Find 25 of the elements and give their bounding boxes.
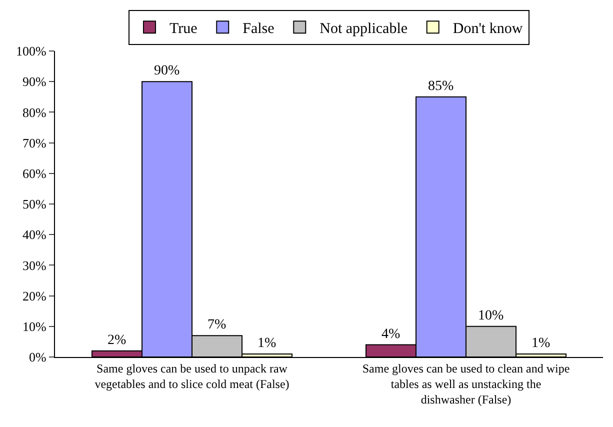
y-tick-label: 90%	[22, 74, 47, 90]
x-tick-label: Same gloves can be used to unpack raw vegetables and to slice cold meat (False)	[94, 361, 290, 391]
data-label: 7%	[208, 318, 227, 333]
y-tick-label: 100%	[16, 44, 47, 59]
legend-label: True	[170, 20, 198, 37]
data-label: 90%	[154, 64, 180, 79]
y-tick-label: 20%	[22, 288, 47, 304]
legend-label: False	[242, 20, 275, 37]
data-label: 2%	[107, 332, 126, 348]
y-tick-label: 70%	[22, 135, 47, 150]
y-tick-label: 30%	[22, 258, 47, 273]
y-tick-label: 0%	[29, 350, 47, 365]
y-tick-label: 60%	[22, 166, 47, 181]
data-label: 10%	[478, 308, 504, 324]
y-tick-label: 50%	[22, 196, 47, 212]
y-tick-label: 10%	[22, 318, 47, 334]
data-label: 1%	[258, 336, 277, 351]
y-tick-label: 80%	[22, 104, 47, 120]
legend-label: Not applicable	[320, 20, 408, 37]
data-label: 1%	[532, 336, 551, 351]
y-tick-label: 40%	[22, 227, 47, 242]
x-tick-label: Same gloves can be used to clean and wipe tables as well as unstacking the dishwasher (False)	[362, 361, 570, 407]
data-label: 85%	[428, 78, 454, 94]
data-label: 4%	[381, 326, 400, 342]
legend-label: Don't know	[452, 20, 523, 37]
